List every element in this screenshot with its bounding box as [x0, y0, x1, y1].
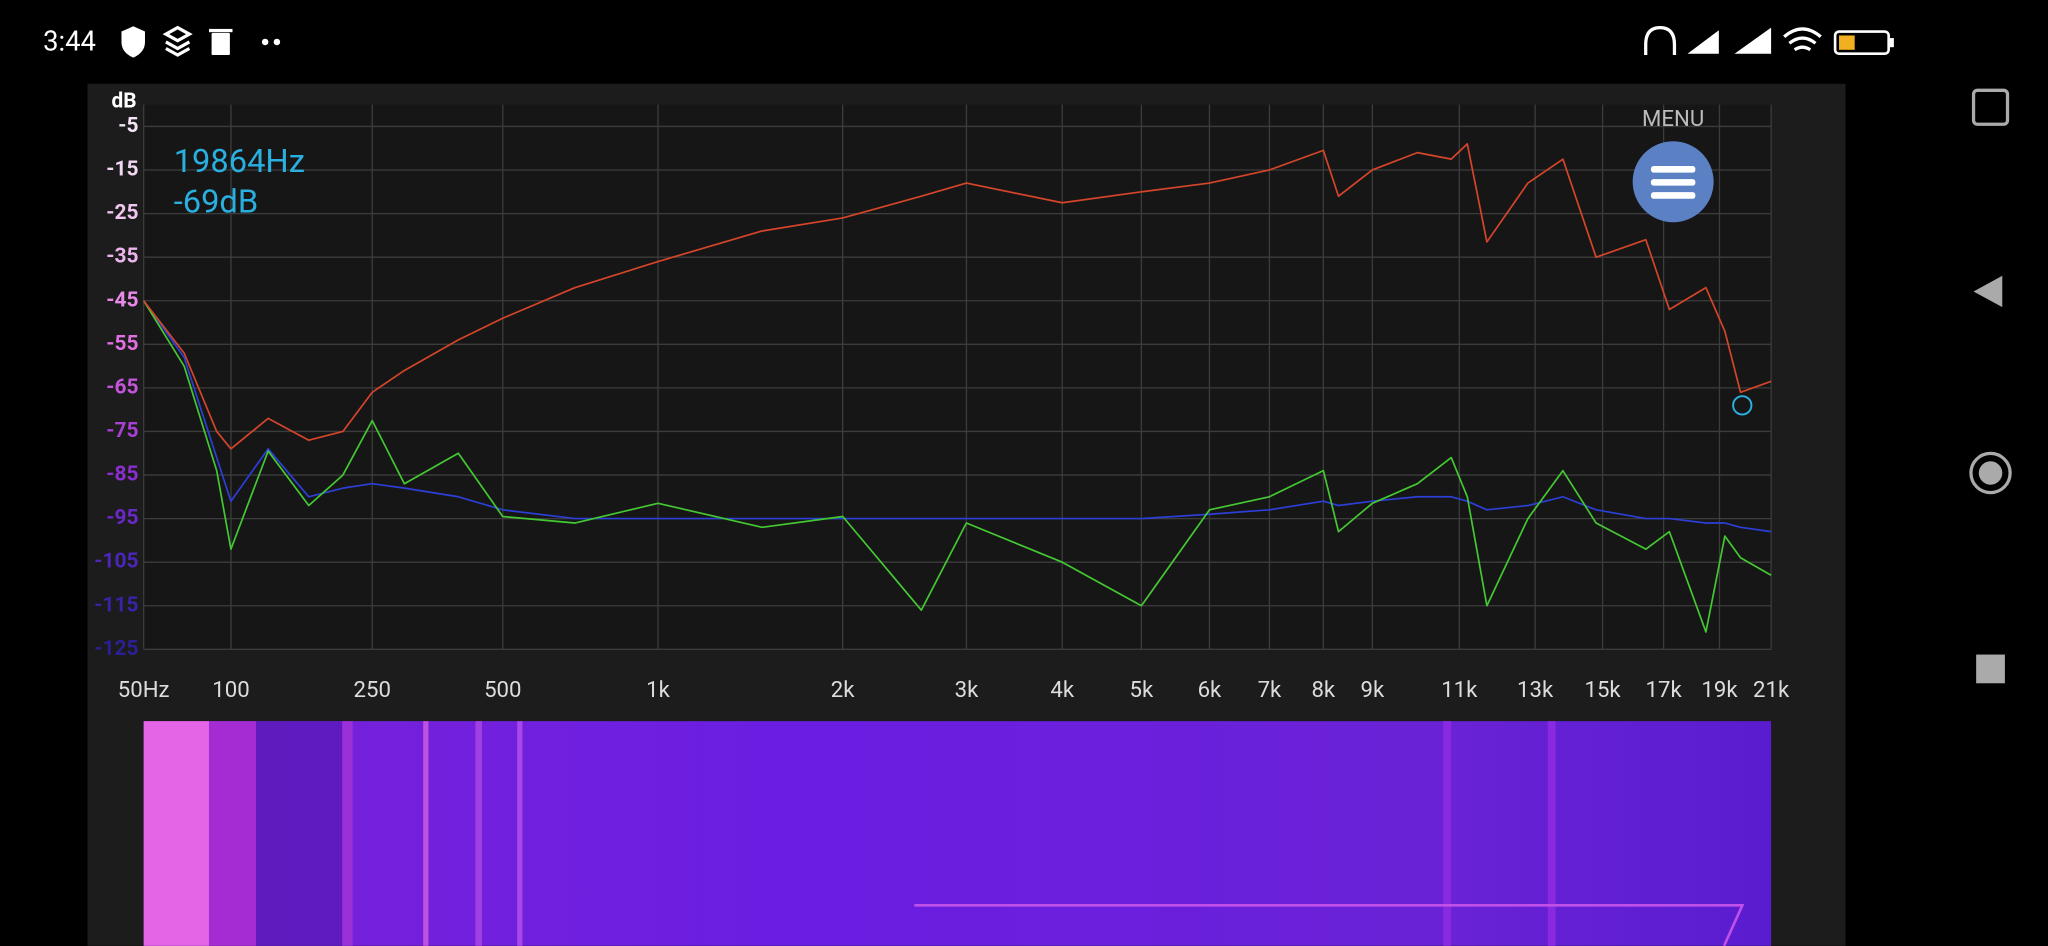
home-dot	[1978, 461, 2003, 485]
menu-label: MENU	[1642, 106, 1704, 132]
spectrogram-band	[475, 721, 482, 946]
spectrum-line	[142, 300, 1772, 633]
y-tick-label: -45	[106, 288, 138, 312]
x-tick-label: 3k	[955, 677, 979, 703]
signal-icon	[1687, 30, 1719, 54]
x-tick-label: 9k	[1360, 677, 1384, 703]
x-tick-label: 2k	[831, 677, 855, 703]
plot-area	[143, 104, 1772, 650]
trash-icon	[211, 32, 230, 56]
y-tick-label: -5	[118, 114, 138, 138]
x-tick-label: 50Hz	[118, 677, 170, 703]
battery-level	[1839, 35, 1855, 50]
y-tick-label: -75	[106, 419, 138, 443]
x-tick-label: 17k	[1646, 677, 1683, 703]
spectrogram-band	[1547, 721, 1556, 946]
spectrogram-band	[1443, 721, 1452, 946]
x-tick-label: 1k	[646, 677, 670, 703]
menu-button[interactable]	[1632, 141, 1714, 223]
status-icons	[121, 25, 1894, 58]
x-tick-label: 250	[354, 677, 391, 703]
spectrogram-band	[208, 721, 256, 946]
y-tick-label: -55	[106, 332, 138, 356]
dot	[261, 38, 269, 46]
x-tick-label: 13k	[1517, 677, 1554, 703]
spectrogram-band	[256, 721, 348, 946]
y-axis-label: dB	[112, 90, 137, 114]
wifi-icon	[1783, 27, 1822, 52]
y-tick-label: -35	[106, 245, 138, 269]
battery-icon	[1833, 30, 1890, 56]
nav-bar	[1969, 88, 2012, 684]
y-tick-label: -95	[106, 506, 138, 530]
spectrogram-field	[143, 721, 1772, 946]
menu-bar	[1650, 179, 1696, 186]
spectrogram-band	[423, 721, 429, 946]
x-tick-label: 4k	[1050, 677, 1074, 703]
spectrogram	[143, 721, 1772, 946]
home-button[interactable]	[1969, 451, 2012, 495]
battery-tip	[1889, 38, 1894, 48]
x-tick-label: 500	[484, 677, 521, 703]
x-tick-label: 5k	[1130, 677, 1154, 703]
dot	[273, 38, 281, 46]
fullscreen-button[interactable]	[1971, 88, 2010, 126]
y-tick-label: -15	[106, 158, 138, 182]
trash-lid	[208, 28, 233, 33]
menu-bar	[1650, 166, 1696, 173]
recents-button[interactable]	[1976, 654, 2005, 684]
menu-bar	[1650, 192, 1696, 199]
spectrum-lines	[142, 143, 1772, 633]
x-tick-label: 100	[212, 677, 249, 703]
spectrogram-band	[143, 721, 209, 946]
signal-icon	[1734, 27, 1772, 54]
status-time: 3:44	[43, 26, 96, 58]
y-tick-label: -115	[94, 593, 138, 617]
x-tick-label: 21k	[1753, 677, 1790, 703]
x-tick-label: 8k	[1311, 677, 1335, 703]
readout-level: -69dB	[174, 183, 258, 221]
y-tick-label: -85	[106, 463, 138, 487]
x-tick-label: 7k	[1258, 677, 1282, 703]
spectrogram-band	[342, 721, 353, 946]
y-tick-label: -25	[106, 201, 138, 225]
cursor-marker	[1732, 395, 1753, 416]
battery-percent: 41	[1859, 32, 1880, 53]
spectrum-line	[142, 300, 1772, 533]
spectrum-line	[143, 143, 1772, 450]
readout-frequency: 19864Hz	[174, 142, 305, 180]
x-tick-label: 11k	[1441, 677, 1478, 703]
shield-icon	[121, 26, 145, 58]
spectrogram-trace	[914, 904, 1745, 946]
x-tick-label: 19k	[1701, 677, 1738, 703]
layers-icon	[162, 25, 193, 57]
y-tick-label: -125	[94, 637, 138, 661]
y-tick-label: -105	[94, 550, 138, 574]
spectrogram-band	[517, 721, 523, 946]
y-tick-label: -65	[106, 375, 138, 399]
back-button[interactable]	[1973, 275, 2003, 308]
headphone-icon	[1644, 25, 1677, 56]
x-tick-label: 6k	[1198, 677, 1222, 703]
x-tick-label: 15k	[1584, 677, 1621, 703]
